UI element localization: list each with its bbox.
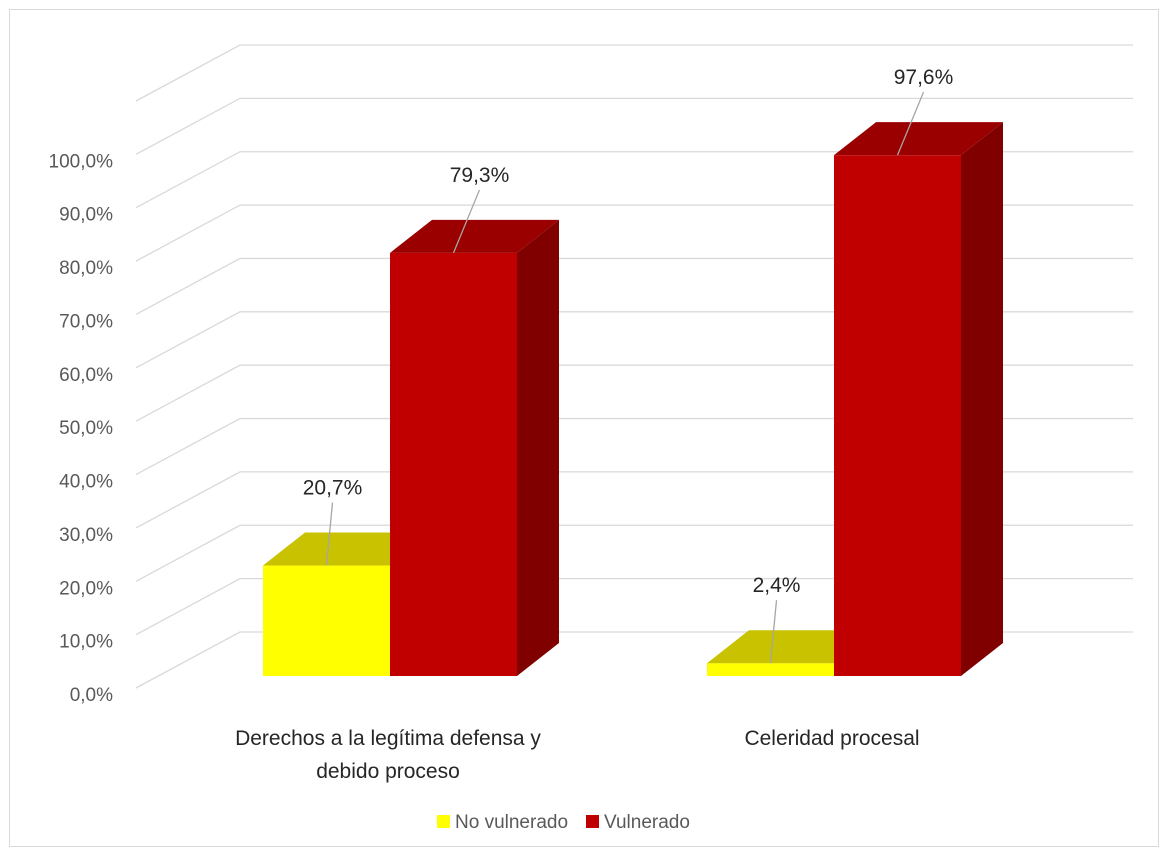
data-label: 20,7%: [303, 477, 363, 500]
legend-label: Vulnerado: [604, 812, 690, 833]
category-label: Celeridad procesal: [744, 727, 919, 750]
y-tick-label: 30,0%: [59, 525, 113, 546]
y-tick-label: 70,0%: [59, 311, 113, 332]
y-tick-label: 100,0%: [49, 151, 114, 172]
legend-swatch: [437, 815, 450, 828]
y-tick-label: 20,0%: [59, 578, 113, 599]
bar: [834, 155, 961, 677]
data-label: 2,4%: [753, 574, 801, 597]
legend-swatch: [586, 815, 599, 828]
leader-line: [896, 91, 925, 156]
bar-side: [517, 219, 559, 677]
leader-line: [452, 189, 481, 254]
bar-top: [263, 532, 432, 566]
chart-frame: [9, 9, 1159, 847]
gridline: [135, 151, 1133, 209]
gridline: [135, 97, 1133, 155]
legend-label: No vulnerado: [455, 812, 568, 833]
leader-line: [325, 502, 334, 566]
y-tick-label: 50,0%: [59, 418, 113, 439]
data-label: 79,3%: [450, 164, 510, 187]
data-label: 97,6%: [894, 66, 954, 89]
bar: [390, 252, 517, 677]
y-tick-label: 40,0%: [59, 472, 113, 493]
bar-side: [961, 122, 1003, 677]
y-tick-label: 10,0%: [59, 632, 113, 653]
bar-top: [834, 122, 1003, 156]
bar: [707, 663, 834, 676]
category-label: Derechos a la legítima defensa y: [235, 727, 541, 750]
bar-top: [390, 219, 559, 253]
gridline: [135, 44, 1133, 102]
y-tick-label: 90,0%: [59, 205, 113, 226]
y-tick-label: 0,0%: [70, 685, 113, 706]
y-tick-label: 60,0%: [59, 365, 113, 386]
y-tick-label: 80,0%: [59, 258, 113, 279]
bar-top: [707, 630, 876, 664]
leader-line: [769, 600, 778, 664]
bar: [263, 565, 390, 676]
category-label: debido proceso: [316, 760, 460, 783]
